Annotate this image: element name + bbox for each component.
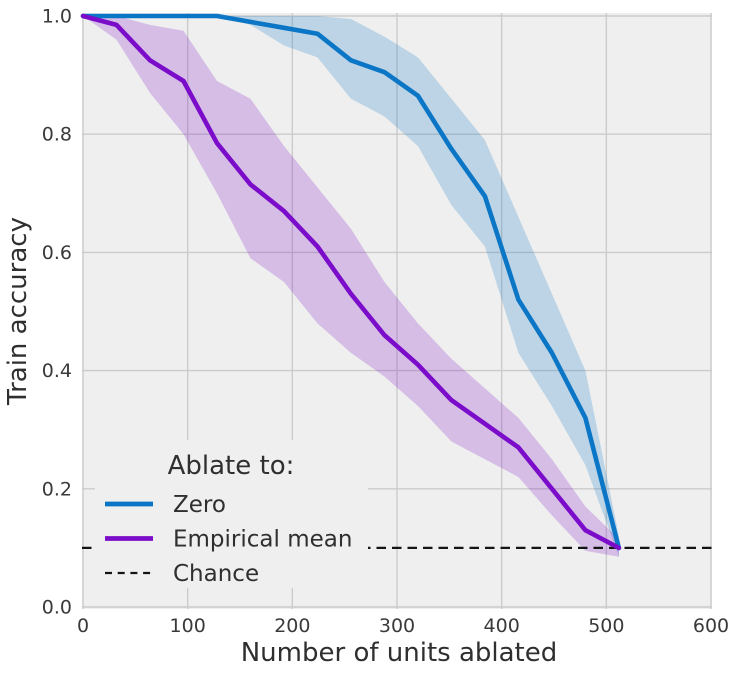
legend-entry-empirical-mean: Empirical mean <box>105 527 352 553</box>
x-tick-labels: 0 100 200 300 400 500 600 <box>77 615 729 637</box>
zero-confidence-band <box>83 16 619 557</box>
x-tick-label: 600 <box>693 615 729 637</box>
legend-entry-chance: Chance <box>105 561 259 587</box>
legend-entry-label: Empirical mean <box>173 527 352 553</box>
x-tick-label: 500 <box>588 615 624 637</box>
legend-entry-label: Zero <box>173 492 226 518</box>
y-tick-label: 0.6 <box>42 242 72 264</box>
y-tick-label: 0.2 <box>42 478 72 500</box>
legend: Ablate to: Zero Empirical mean Chance <box>95 440 368 588</box>
x-tick-label: 0 <box>77 615 89 637</box>
zero-line <box>80 13 622 551</box>
y-tick-label: 0.8 <box>42 124 72 146</box>
legend-entry-zero: Zero <box>105 492 226 518</box>
x-tick-label: 100 <box>170 615 206 637</box>
x-tick-label: 400 <box>484 615 520 637</box>
y-tick-label: 1.0 <box>42 6 72 28</box>
x-tick-label: 300 <box>379 615 415 637</box>
x-axis-label: Number of units ablated <box>241 638 558 668</box>
legend-title: Ablate to: <box>168 451 295 481</box>
legend-background <box>95 440 368 588</box>
empirical-mean-line <box>80 13 622 551</box>
y-tick-label: 0.4 <box>42 360 72 382</box>
y-axis-label: Train accuracy <box>3 217 33 406</box>
x-tick-label: 200 <box>274 615 310 637</box>
legend-entry-label: Chance <box>173 561 259 587</box>
y-tick-label: 0.0 <box>42 597 72 619</box>
y-tick-labels: 0.0 0.2 0.4 0.6 0.8 1.0 <box>42 6 72 619</box>
